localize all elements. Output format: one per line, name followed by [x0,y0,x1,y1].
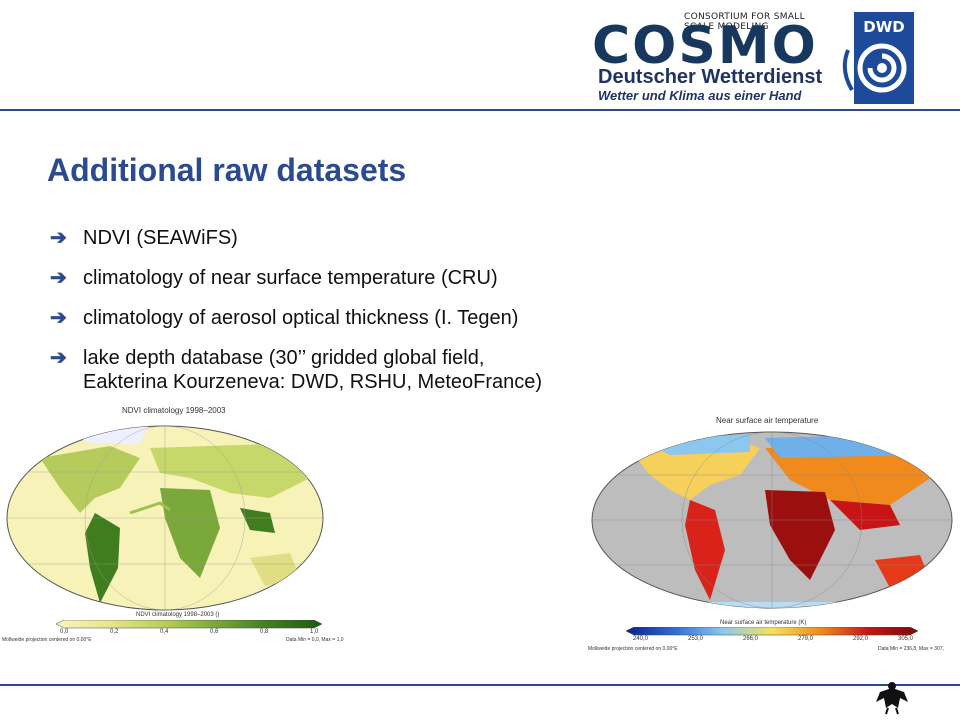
header-divider [0,109,960,111]
ndvi-data-range: Data Min = 0,0, Max = 1,0 [286,637,344,643]
ndvi-colorbar-label: NDVI climatology 1998–2003 () [136,612,220,618]
cosmo-dwd-logo: CONSORTIUM FOR SMALL SCALE MODELING COSM… [588,8,838,104]
ndvi-world-map [6,425,324,611]
temperature-land [630,434,935,608]
ndvi-tick: 0,6 [210,629,219,635]
federal-eagle-icon [876,682,908,715]
bullet-text: NDVI (SEAWiFS) [83,227,238,249]
org-tagline: Wetter und Klima aus einer Hand [598,88,802,103]
arrow-right-icon: ➔ [50,307,67,329]
bullet-item: ➔ climatology of near surface temperatur… [50,266,542,290]
arrow-right-icon: ➔ [50,227,67,249]
temperature-world-map [591,431,953,609]
ndvi-tick: 0,2 [110,629,119,635]
org-name: Deutscher Wetterdienst [598,66,823,88]
temperature-colorbar [626,627,918,636]
cosmo-logo: COSMO [592,16,818,76]
slide-title: Additional raw datasets [47,152,407,188]
temp-tick: 305,0 [898,636,914,642]
ndvi-land [40,426,310,603]
dwd-logo-icon: DWD [842,12,914,104]
ndvi-projection-note: Mollweide projection centered on 0.00°E [2,637,92,643]
bullet-item: ➔ lake depth database (30’’ gridded glob… [50,346,542,394]
bullet-item: ➔ NDVI (SEAWiFS) [50,226,542,250]
ndvi-tick: 0,0 [60,629,69,635]
temp-tick: 240,0 [633,636,649,642]
bullet-text: lake depth database (30’’ gridded global… [83,347,485,369]
temp-tick: 292,0 [853,636,869,642]
temp-data-range: Data Min = 236,8, Max = 307, [878,646,944,652]
ndvi-tick: 0,8 [260,629,269,635]
bullet-text: climatology of near surface temperature … [83,267,498,289]
ndvi-map-title: NDVI climatology 1998–2003 [122,406,226,415]
arrow-right-icon: ➔ [50,267,67,289]
footer-divider [0,684,960,686]
temp-map-title: Near surface air temperature [716,416,819,425]
ndvi-tick: 1,0 [310,629,319,635]
arrow-right-icon: ➔ [50,347,67,369]
ndvi-colorbar [56,620,322,629]
bullet-list: ➔ NDVI (SEAWiFS) ➔ climatology of near s… [50,226,542,410]
bullet-text: climatology of aerosol optical thickness… [83,307,519,329]
temp-tick: 253,0 [688,636,704,642]
temp-colorbar-label: Near surface air temperature (K) [720,620,807,626]
ndvi-tick: 0,4 [160,629,169,635]
bullet-text-continuation: Eakterina Kourzeneva: DWD, RSHU, MeteoFr… [83,371,543,393]
temp-tick: 279,0 [798,636,814,642]
temp-projection-note: Mollweide projection centered on 0.00°E [588,646,678,652]
bullet-item: ➔ climatology of aerosol optical thickne… [50,306,542,330]
dwd-logo-text: DWD [863,18,904,36]
consortium-text: CONSORTIUM FOR SMALL SCALE MODELING [684,12,805,32]
temp-tick: 266,0 [743,636,759,642]
